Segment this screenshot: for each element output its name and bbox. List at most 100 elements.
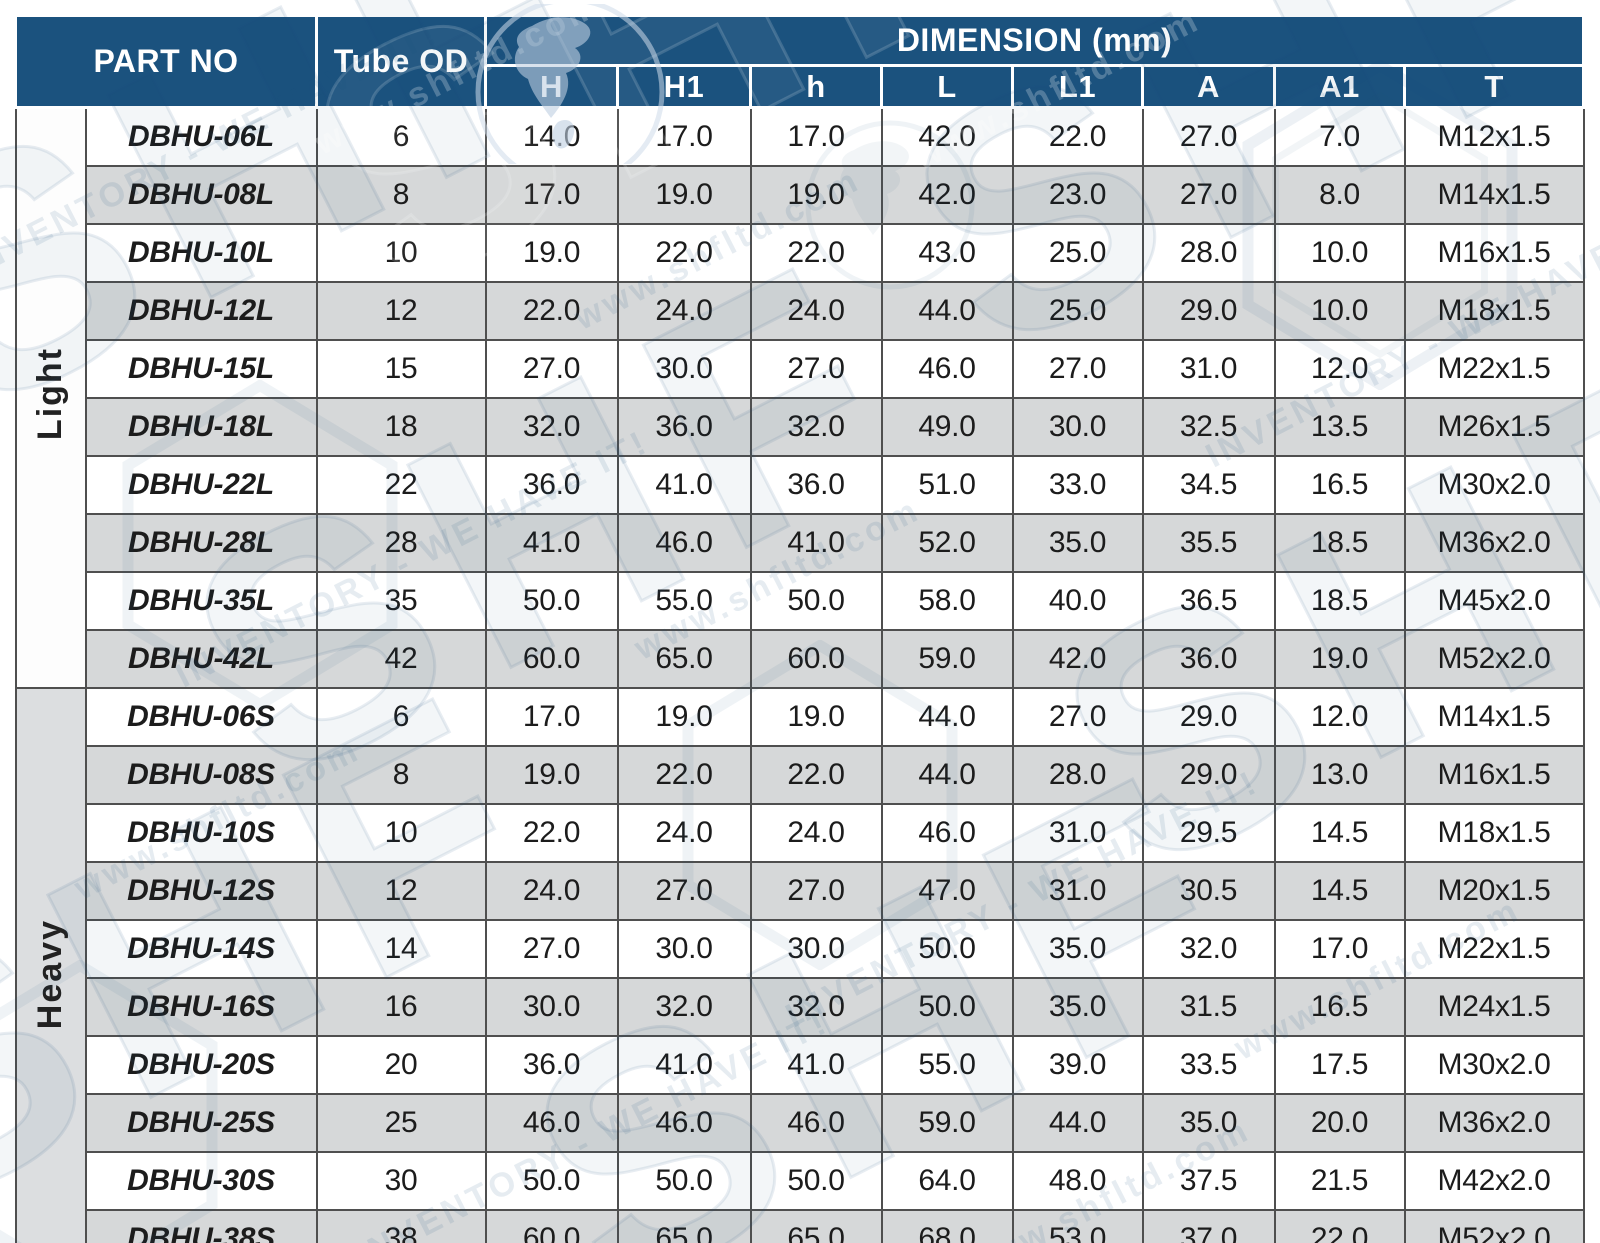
- table-row: DBHU-35L 35 50.0 55.0 50.0 58.0 40.0 36.…: [16, 571, 1585, 631]
- dim-A1-cell: 14.5: [1273, 803, 1406, 863]
- dim-h-cell: 19.0: [749, 165, 883, 225]
- part-no-cell: DBHU-10L: [84, 223, 318, 283]
- dim-H1-cell: 17.0: [616, 106, 752, 167]
- tube-od-cell: 10: [315, 223, 487, 283]
- dim-A1-cell: 19.0: [1273, 629, 1406, 689]
- table-row: DBHU-28L 28 41.0 46.0 41.0 52.0 35.0 35.…: [16, 513, 1585, 573]
- dimension-table: PART NO Tube OD DIMENSION (mm) H H1 h L …: [14, 14, 1586, 1243]
- table-row: DBHU-42L 42 60.0 65.0 60.0 59.0 42.0 36.…: [16, 629, 1585, 689]
- dim-T-cell: M45x2.0: [1403, 571, 1585, 631]
- dim-L1-cell: 31.0: [1011, 803, 1144, 863]
- dim-A-cell: 29.0: [1141, 687, 1276, 747]
- tube-od-cell: 12: [315, 861, 487, 921]
- table-row: DBHU-08S 8 19.0 22.0 22.0 44.0 28.0 29.0…: [16, 745, 1585, 805]
- table-row: DBHU-16S 16 30.0 32.0 32.0 50.0 35.0 31.…: [16, 977, 1585, 1037]
- dim-H1-cell: 41.0: [616, 455, 752, 515]
- dim-A1-cell: 14.5: [1273, 861, 1406, 921]
- dim-H-cell: 27.0: [484, 339, 619, 399]
- dim-L1-cell: 23.0: [1011, 165, 1144, 225]
- dim-A1-cell: 20.0: [1273, 1093, 1406, 1153]
- dim-L1-cell: 31.0: [1011, 861, 1144, 921]
- part-no-cell: DBHU-20S: [84, 1035, 318, 1095]
- dim-L-cell: 42.0: [880, 106, 1014, 167]
- table-row: Light DBHU-06L 6 14.0 17.0 17.0 42.0 22.0…: [14, 106, 1585, 689]
- part-no-cell: DBHU-06S: [84, 687, 318, 747]
- dim-H-cell: 19.0: [484, 745, 619, 805]
- dim-h-cell: 30.0: [749, 919, 883, 979]
- dim-h-cell: 65.0: [749, 1209, 883, 1243]
- dim-H-cell: 32.0: [484, 397, 619, 457]
- dim-H-cell: 17.0: [484, 165, 619, 225]
- tube-od-cell: 20: [315, 1035, 487, 1095]
- col-header-A: A: [1141, 64, 1276, 109]
- dim-T-cell: M16x1.5: [1403, 745, 1585, 805]
- dim-h-cell: 27.0: [749, 339, 883, 399]
- part-no-cell: DBHU-38S: [84, 1209, 318, 1243]
- tube-od-cell: 6: [315, 687, 487, 747]
- dim-T-cell: M12x1.5: [1403, 106, 1585, 167]
- dim-L1-cell: 22.0: [1011, 106, 1144, 167]
- table-row: DBHU-08L 8 17.0 19.0 19.0 42.0 23.0 27.0…: [16, 165, 1585, 225]
- dim-T-cell: M20x1.5: [1403, 861, 1585, 921]
- dim-A-cell: 31.0: [1141, 339, 1276, 399]
- dim-H-cell: 14.0: [484, 106, 619, 167]
- table-header: PART NO Tube OD DIMENSION (mm) H H1 h L …: [14, 14, 1586, 109]
- dim-H1-cell: 19.0: [616, 165, 752, 225]
- tube-od-cell: 12: [315, 281, 487, 341]
- dim-A-cell: 32.5: [1141, 397, 1276, 457]
- dim-T-cell: M26x1.5: [1403, 397, 1585, 457]
- dim-L1-cell: 40.0: [1011, 571, 1144, 631]
- dim-H1-cell: 19.0: [616, 687, 752, 747]
- dim-H-cell: 50.0: [484, 1151, 619, 1211]
- dim-h-cell: 22.0: [749, 745, 883, 805]
- dim-H1-cell: 30.0: [616, 919, 752, 979]
- col-header-dimension: DIMENSION (mm): [483, 14, 1586, 67]
- col-header-L: L: [880, 64, 1014, 109]
- dim-L-cell: 50.0: [880, 919, 1014, 979]
- dim-T-cell: M52x2.0: [1403, 1209, 1585, 1243]
- part-no-cell: DBHU-12L: [84, 281, 318, 341]
- dim-h-cell: 24.0: [749, 281, 883, 341]
- dim-L1-cell: 44.0: [1011, 1093, 1144, 1153]
- table-row: DBHU-14S 14 27.0 30.0 30.0 50.0 35.0 32.…: [16, 919, 1585, 979]
- dim-A1-cell: 18.5: [1273, 571, 1406, 631]
- dim-L1-cell: 48.0: [1011, 1151, 1144, 1211]
- dim-A-cell: 32.0: [1141, 919, 1276, 979]
- dim-A-cell: 29.5: [1141, 803, 1276, 863]
- dim-L1-cell: 30.0: [1011, 397, 1144, 457]
- table-row: DBHU-12L 12 22.0 24.0 24.0 44.0 25.0 29.…: [16, 281, 1585, 341]
- dim-L-cell: 52.0: [880, 513, 1014, 573]
- dim-L-cell: 59.0: [880, 629, 1014, 689]
- dim-L-cell: 64.0: [880, 1151, 1014, 1211]
- dim-H1-cell: 36.0: [616, 397, 752, 457]
- dim-L1-cell: 27.0: [1011, 339, 1144, 399]
- dim-H-cell: 22.0: [484, 281, 619, 341]
- table-row: Heavy DBHU-06S 6 17.0 19.0 19.0 44.0 27.0…: [14, 687, 1585, 1243]
- col-header-h: h: [749, 64, 883, 109]
- col-header-H1: H1: [616, 64, 752, 109]
- dim-L1-cell: 35.0: [1011, 919, 1144, 979]
- dim-A-cell: 34.5: [1141, 455, 1276, 515]
- dim-A1-cell: 12.0: [1273, 687, 1406, 747]
- dim-A-cell: 29.0: [1141, 745, 1276, 805]
- dim-A-cell: 35.5: [1141, 513, 1276, 573]
- dim-T-cell: M14x1.5: [1403, 165, 1585, 225]
- dim-A1-cell: 12.0: [1273, 339, 1406, 399]
- dim-H-cell: 30.0: [484, 977, 619, 1037]
- table-row: DBHU-18L 18 32.0 36.0 32.0 49.0 30.0 32.…: [16, 397, 1585, 457]
- dim-A-cell: 35.0: [1141, 1093, 1276, 1153]
- dim-H1-cell: 30.0: [616, 339, 752, 399]
- dim-H-cell: 19.0: [484, 223, 619, 283]
- dim-h-cell: 50.0: [749, 1151, 883, 1211]
- dim-T-cell: M52x2.0: [1403, 629, 1585, 689]
- dim-L-cell: 46.0: [880, 803, 1014, 863]
- part-no-cell: DBHU-18L: [84, 397, 318, 457]
- part-no-cell: DBHU-08L: [84, 165, 318, 225]
- dim-h-cell: 46.0: [749, 1093, 883, 1153]
- dim-h-cell: 50.0: [749, 571, 883, 631]
- dim-T-cell: M30x2.0: [1403, 455, 1585, 515]
- table-body: Light DBHU-06L 6 14.0 17.0 17.0 42.0 22.0…: [14, 106, 1585, 1243]
- tube-od-cell: 18: [315, 397, 487, 457]
- tube-od-cell: 15: [315, 339, 487, 399]
